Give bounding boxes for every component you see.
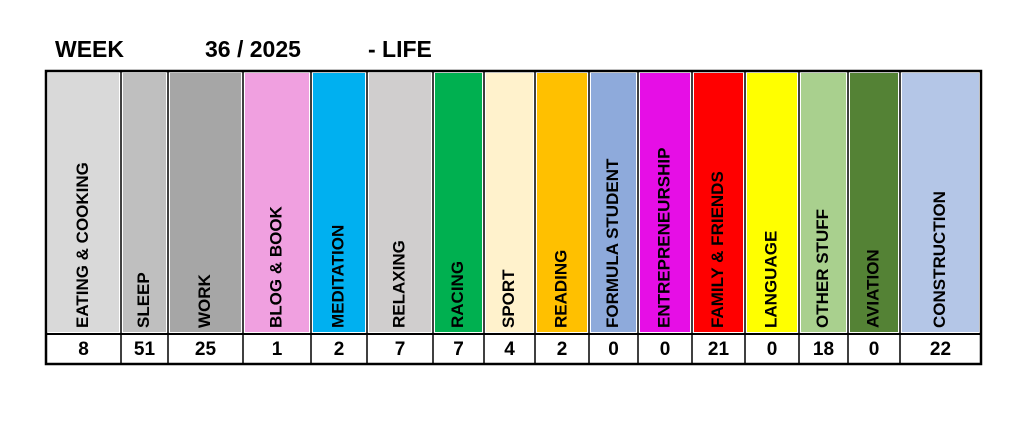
header-cell	[747, 73, 797, 332]
header-cell	[850, 73, 898, 332]
header-label: FAMILY & FRIENDS	[708, 171, 727, 328]
header-cell	[801, 73, 846, 332]
value-cell: 7	[395, 339, 406, 360]
value-cell: 0	[660, 339, 671, 360]
header-label: SLEEP	[134, 272, 153, 328]
header-cell	[640, 73, 690, 332]
header-label: RELAXING	[389, 240, 408, 328]
header-label: FORMULA STUDENT	[603, 158, 622, 328]
week-number: 36 / 2025	[205, 36, 301, 62]
table: EATING & COOKING 8 SLEEP 51 WORK 25 BLOG & BOO…	[44, 69, 983, 366]
header-cell	[369, 73, 431, 332]
header-cell	[435, 73, 482, 332]
header-label: WORK	[195, 273, 214, 328]
header-label: EATING & COOKING	[73, 162, 92, 328]
header-cell	[170, 73, 241, 332]
header-label: MEDITATION	[328, 225, 347, 328]
header-label: ENTREPRENEURSHIP	[654, 148, 673, 328]
header-label: RACING	[448, 261, 467, 328]
value-cell: 4	[504, 339, 515, 360]
header-label: LANGUAGE	[761, 231, 780, 328]
value-cell: 1	[272, 339, 283, 360]
value-cell: 0	[767, 339, 778, 360]
header-cell	[486, 73, 533, 332]
header-label: READING	[551, 250, 570, 328]
value-cell: 7	[453, 339, 464, 360]
value-cell: 8	[78, 339, 89, 360]
header-cell	[537, 73, 587, 332]
header-cell	[48, 73, 119, 332]
section-title: - LIFE	[368, 36, 432, 62]
value-cell: 51	[134, 339, 156, 360]
header-label: BLOG & BOOK	[266, 205, 285, 328]
header-cell	[313, 73, 365, 332]
header-label: OTHER STUFF	[813, 209, 832, 328]
header-label: SPORT	[499, 269, 518, 328]
header-cell	[694, 73, 743, 332]
header-cell	[245, 73, 309, 332]
value-cell: 25	[195, 339, 217, 360]
header-cell	[123, 73, 166, 332]
value-cell: 22	[930, 339, 951, 360]
value-cell: 21	[708, 339, 730, 360]
table-border	[44, 69, 983, 366]
value-cell: 18	[813, 339, 834, 360]
header-label: AVIATION	[863, 249, 882, 328]
value-cell: 2	[557, 339, 568, 360]
week-label: WEEK	[55, 36, 124, 62]
header-cell	[591, 73, 636, 332]
value-cell: 0	[608, 339, 619, 360]
value-cell: 2	[334, 339, 345, 360]
value-cell: 0	[869, 339, 880, 360]
header-label: CONSTRUCTION	[930, 191, 949, 328]
header-cell	[902, 73, 979, 332]
